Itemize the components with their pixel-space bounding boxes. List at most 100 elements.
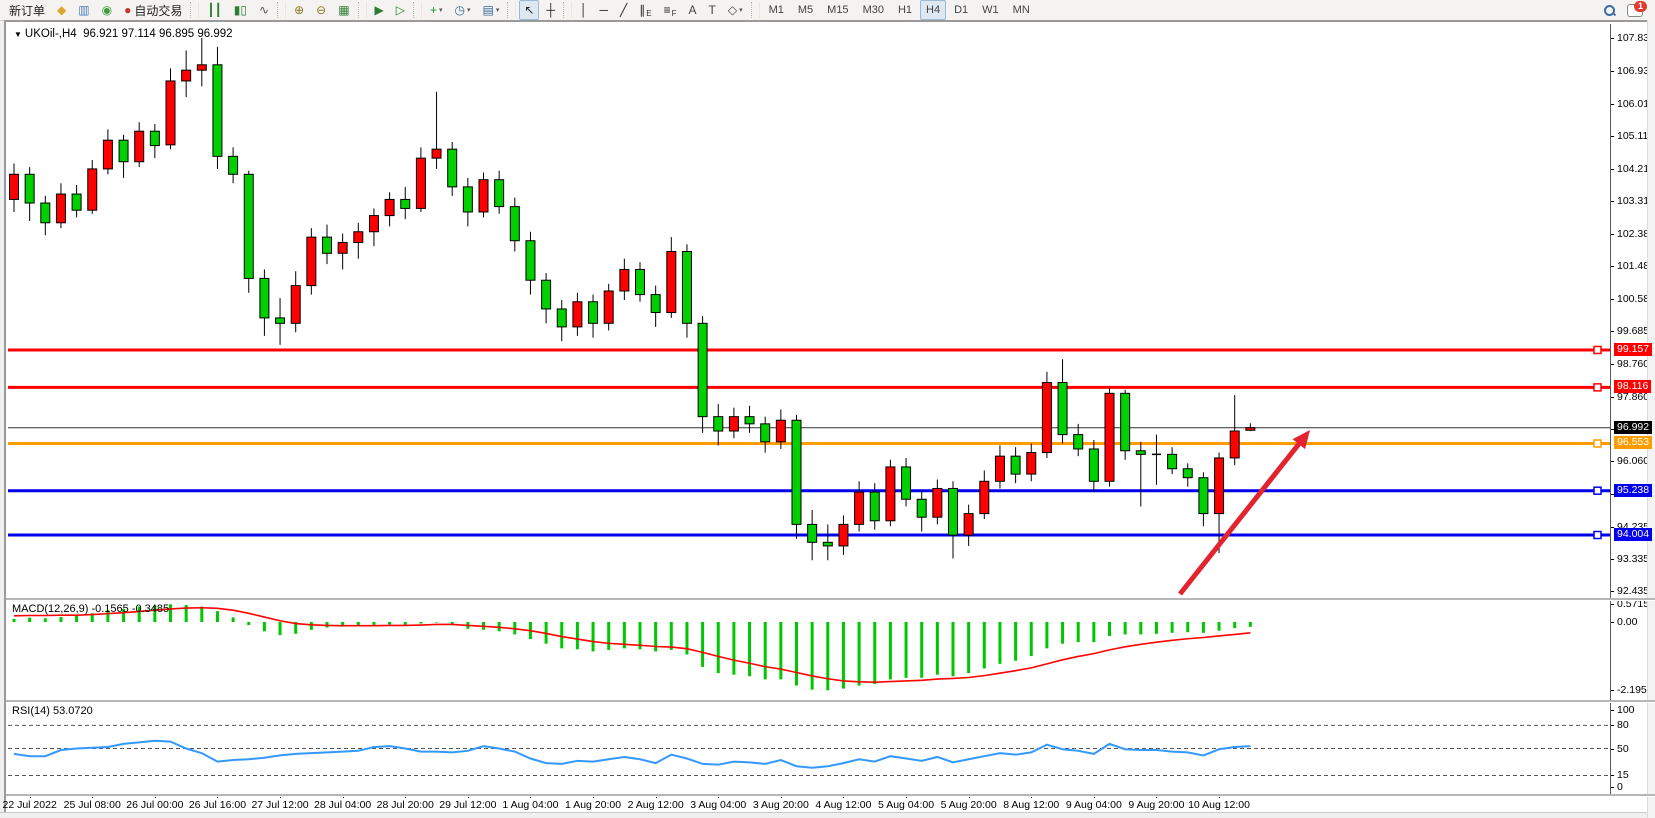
price-tick-label[interactable]: 96.060 (1617, 455, 1650, 468)
time-tick-label: 26 Jul 16:00 (188, 799, 247, 811)
price-tick-label[interactable]: 92.435 (1617, 585, 1650, 598)
rsi-axis-label[interactable]: 100 (1617, 704, 1635, 716)
bear-candle (760, 423, 771, 443)
chat-button[interactable]: 1 (1622, 0, 1648, 20)
price-tick-label-tick (1610, 103, 1614, 105)
timeframe-h1[interactable]: H1 (892, 0, 918, 20)
zoom-in-button-icon: ⊕ (294, 3, 305, 17)
rsi-axis-label[interactable]: 80 (1617, 719, 1629, 732)
macd-axis-label[interactable]: -2.1959 (1617, 684, 1653, 697)
text-label-tool[interactable]: T (704, 0, 721, 20)
toolbar-group-zoom: ⊕ ⊖ ▦ (288, 0, 355, 20)
rsi-axis-label[interactable]: 15 (1617, 769, 1629, 782)
macd-pane-svg[interactable] (8, 600, 1610, 700)
bull-candle (1245, 427, 1256, 431)
cursor-tool[interactable]: ↖ (519, 0, 540, 20)
pane-splitter-macd[interactable] (6, 598, 1655, 601)
main-chart-svg[interactable] (8, 24, 1610, 598)
timeframe-m30[interactable]: M30 (857, 0, 890, 20)
bear-candle (462, 186, 473, 213)
bull-candle (384, 198, 395, 217)
level-handle-support-2[interactable] (1593, 530, 1602, 540)
timeframe-w1[interactable]: W1 (976, 0, 1005, 20)
price-tick-label[interactable]: 100.585 (1617, 292, 1655, 305)
price-tick-label[interactable]: 97.860 (1617, 390, 1650, 403)
timeframe-d1[interactable]: D1 (948, 0, 974, 20)
periods-button[interactable]: ◷ ▾ (450, 0, 476, 20)
arrows-tool[interactable]: ◇ ▾ (723, 0, 748, 20)
macd-axis-label[interactable]: 0.5715 (1617, 598, 1650, 611)
price-tick-label[interactable]: 93.335 (1617, 553, 1650, 566)
level-handle-support-1[interactable] (1593, 486, 1602, 495)
macd-axis-label[interactable]: 0.00 (1617, 616, 1638, 628)
rsi-axis-label[interactable]: 0 (1617, 781, 1623, 793)
horizontal-line-tool[interactable]: ─ (594, 0, 613, 20)
bull-candle (306, 236, 317, 287)
bear-candle (901, 466, 912, 500)
market-watch-icon[interactable]: ◆ (52, 0, 71, 20)
price-badge-pivot-line: 96.553 (1614, 436, 1653, 450)
zoom-out-button[interactable]: ⊖ (311, 0, 331, 20)
text-tool[interactable]: A (683, 0, 701, 20)
indicators-button-dropdown-icon[interactable]: ▾ (439, 7, 443, 14)
timeframe-m1[interactable]: M1 (763, 0, 790, 20)
bear-candle (650, 294, 661, 314)
time-tick-label: 29 Jul 12:00 (439, 799, 497, 811)
templates-button[interactable]: ▤ ▾ (478, 0, 505, 20)
bear-candle (1167, 453, 1178, 470)
level-handle-pivot-line[interactable] (1593, 439, 1602, 448)
equidistant-channel-tool[interactable]: ∥ E (634, 0, 656, 20)
price-tick-label[interactable]: 99.685 (1617, 325, 1650, 338)
price-tick-label[interactable]: 107.835 (1617, 32, 1655, 45)
price-tick-label[interactable]: 104.210 (1617, 162, 1655, 175)
zoom-in-button[interactable]: ⊕ (289, 0, 309, 20)
horizontal-line-tool-icon: ─ (599, 3, 608, 17)
price-tick-label-tick (1610, 234, 1614, 236)
rsi-pane-svg[interactable] (8, 702, 1610, 794)
autotrading-button[interactable]: ● 自动交易 (119, 0, 187, 20)
bull-candle (728, 416, 739, 432)
level-handle-resistance-1[interactable] (1593, 345, 1602, 355)
rsi-axis-label[interactable]: 50 (1617, 742, 1629, 755)
timeframe-m15[interactable]: M15 (821, 0, 854, 20)
bar-chart-button[interactable]: ┃┃ (202, 0, 226, 20)
tile-windows-button[interactable]: ▦ (333, 0, 354, 20)
indicators-button[interactable]: + ▾ (425, 0, 448, 20)
bull-candle (102, 139, 113, 170)
trend-arrow-head[interactable] (1292, 430, 1310, 450)
auto-scroll-button[interactable]: ▶ (370, 0, 389, 20)
price-tick-label[interactable]: 98.760 (1617, 358, 1650, 371)
symbol-dropdown-icon[interactable]: ▼ (14, 30, 22, 39)
candlestick-chart-button[interactable]: ▮▯ (229, 0, 252, 20)
data-window-icon[interactable]: ▥ (73, 0, 94, 20)
fibonacci-tool[interactable]: ≡ F (659, 0, 682, 20)
pane-splitter-rsi[interactable] (6, 700, 1655, 703)
vertical-line-tool[interactable]: │ (575, 0, 593, 20)
periods-button-dropdown-icon[interactable]: ▾ (467, 7, 471, 14)
level-handle-resistance-2[interactable] (1593, 383, 1602, 392)
timeframe-h4[interactable]: H4 (920, 0, 947, 20)
templates-button-dropdown-icon[interactable]: ▾ (495, 7, 500, 14)
trend-arrow-shaft[interactable] (1178, 442, 1301, 596)
search-button[interactable] (1599, 0, 1620, 20)
price-tick-label[interactable]: 106.010 (1617, 97, 1655, 110)
time-scale[interactable]: 22 Jul 2022 25 Jul 08:00 26 Jul 00:00 26 Ju… (2, 794, 1610, 814)
new-order-button[interactable]: 新订单 (1, 0, 50, 20)
price-tick-label[interactable]: 106.935 (1617, 64, 1655, 77)
time-tick-label: 10 Aug 12:00 (1188, 799, 1250, 811)
price-tick-label[interactable]: 102.385 (1617, 228, 1655, 241)
line-chart-button[interactable]: ∿ (254, 0, 274, 20)
price-tick-label[interactable]: 103.310 (1617, 194, 1655, 207)
crosshair-tool[interactable]: ┼ (541, 0, 560, 20)
trendline-tool[interactable]: ╱ (615, 0, 632, 20)
timeframe-mn[interactable]: MN (1007, 0, 1036, 20)
timeframe-m5[interactable]: M5 (792, 0, 819, 20)
auto-scroll-button-icon: ▶ (374, 3, 384, 17)
arrows-tool-dropdown-icon[interactable]: ▾ (739, 7, 743, 14)
bear-candle (791, 419, 802, 525)
chart-window[interactable]: ▼ UKOil-,H4 96.921 97.114 96.895 96.992 M… (2, 20, 1655, 816)
navigator-icon[interactable]: ◉ (97, 0, 117, 20)
price-tick-label[interactable]: 105.110 (1617, 130, 1655, 143)
price-tick-label[interactable]: 101.485 (1617, 260, 1655, 273)
chart-shift-button[interactable]: ▷ (391, 0, 410, 20)
